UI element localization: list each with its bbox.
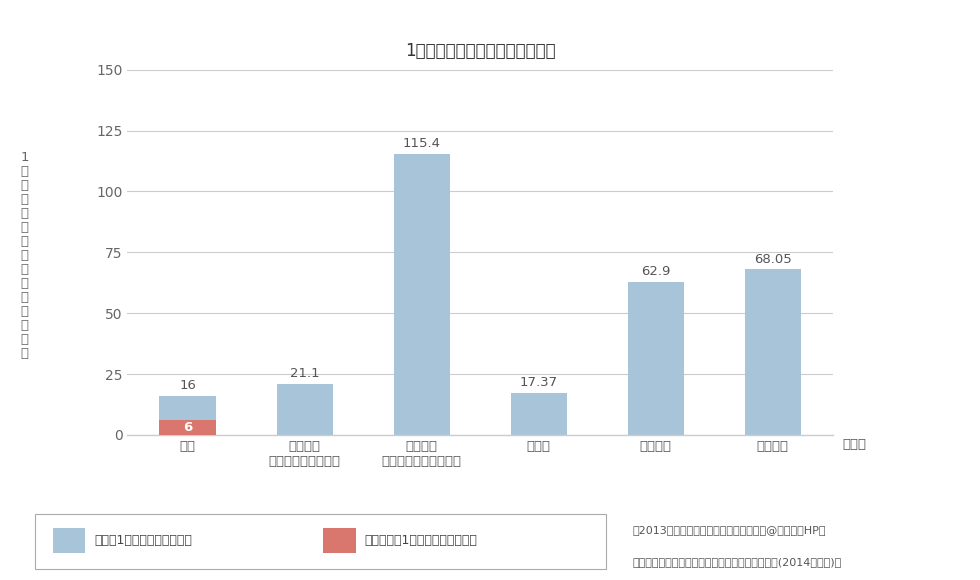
Bar	[394, 154, 450, 435]
Bar	[160, 420, 216, 435]
Bar	[511, 393, 566, 435]
Text: 68.05: 68.05	[754, 252, 792, 266]
Bar	[745, 269, 801, 435]
Title: 1軒あたりの停電時間の国際比較: 1軒あたりの停電時間の国際比較	[405, 42, 556, 60]
Text: 21.1: 21.1	[290, 367, 319, 380]
Text: 1
軒
あ
た
り
の
停
電
時
間
（
分
／
年
）: 1 軒 あ た り の 停 電 時 間 （ 分 ／ 年 ）	[21, 151, 28, 360]
Text: 「2013年実績値（電気事業連合会調べ）@東京電力HP」: 「2013年実績値（電気事業連合会調べ）@東京電力HP」	[632, 525, 825, 535]
Bar	[323, 528, 356, 553]
FancyBboxPatch shape	[35, 514, 606, 569]
Text: 各国の1軒あたりの停電時間: 各国の1軒あたりの停電時間	[94, 534, 192, 547]
Bar	[627, 282, 684, 435]
Text: （国）: （国）	[843, 438, 866, 451]
Text: 16: 16	[179, 379, 196, 392]
Text: 17.37: 17.37	[519, 376, 558, 389]
Text: 6: 6	[183, 421, 192, 434]
Text: 「出典：海外電力調査会編「海外電気事業統計」(2014年度版)」: 「出典：海外電力調査会編「海外電気事業統計」(2014年度版)」	[632, 557, 842, 567]
Bar	[276, 383, 333, 435]
Bar	[53, 528, 85, 553]
Text: 62.9: 62.9	[641, 265, 670, 278]
Bar	[160, 396, 216, 435]
Text: 115.4: 115.4	[403, 137, 441, 150]
Text: 東京電力の1軒あたりの停電時間: 東京電力の1軒あたりの停電時間	[365, 534, 477, 547]
